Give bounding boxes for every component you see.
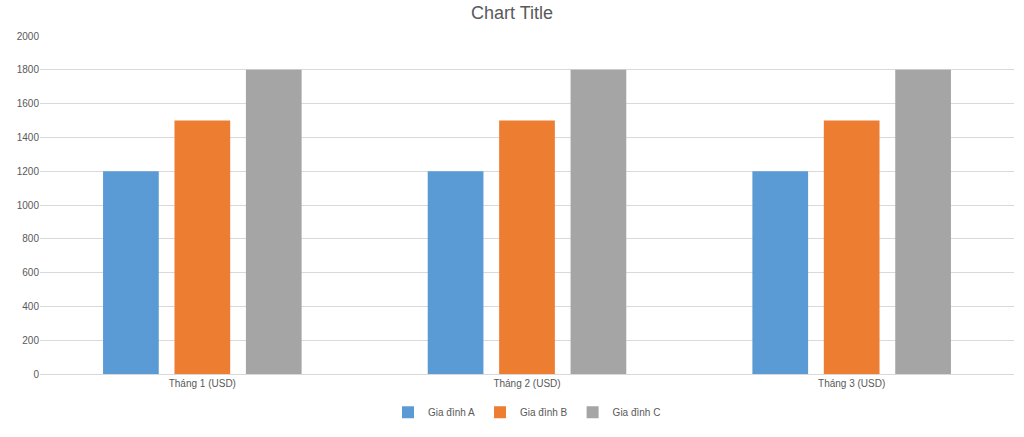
svg-text:1600: 1600 (17, 98, 40, 109)
svg-text:Gia đình A: Gia đình A (428, 407, 475, 418)
svg-text:0: 0 (33, 369, 39, 380)
svg-text:Chart Title: Chart Title (471, 3, 553, 23)
svg-text:800: 800 (22, 233, 39, 244)
svg-text:2000: 2000 (17, 31, 40, 42)
svg-text:200: 200 (22, 335, 39, 346)
svg-text:1800: 1800 (17, 64, 40, 75)
svg-text:400: 400 (22, 301, 39, 312)
svg-text:Tháng 2 (USD): Tháng 2 (USD) (493, 378, 560, 389)
svg-text:1200: 1200 (17, 166, 40, 177)
svg-text:Gia đình C: Gia đình C (613, 407, 661, 418)
svg-text:1400: 1400 (17, 132, 40, 143)
svg-text:Tháng 1 (USD): Tháng 1 (USD) (169, 378, 236, 389)
svg-text:Gia đình B: Gia đình B (520, 407, 568, 418)
svg-text:Tháng 3 (USD): Tháng 3 (USD) (818, 378, 885, 389)
svg-text:600: 600 (22, 267, 39, 278)
svg-text:1000: 1000 (17, 200, 40, 211)
